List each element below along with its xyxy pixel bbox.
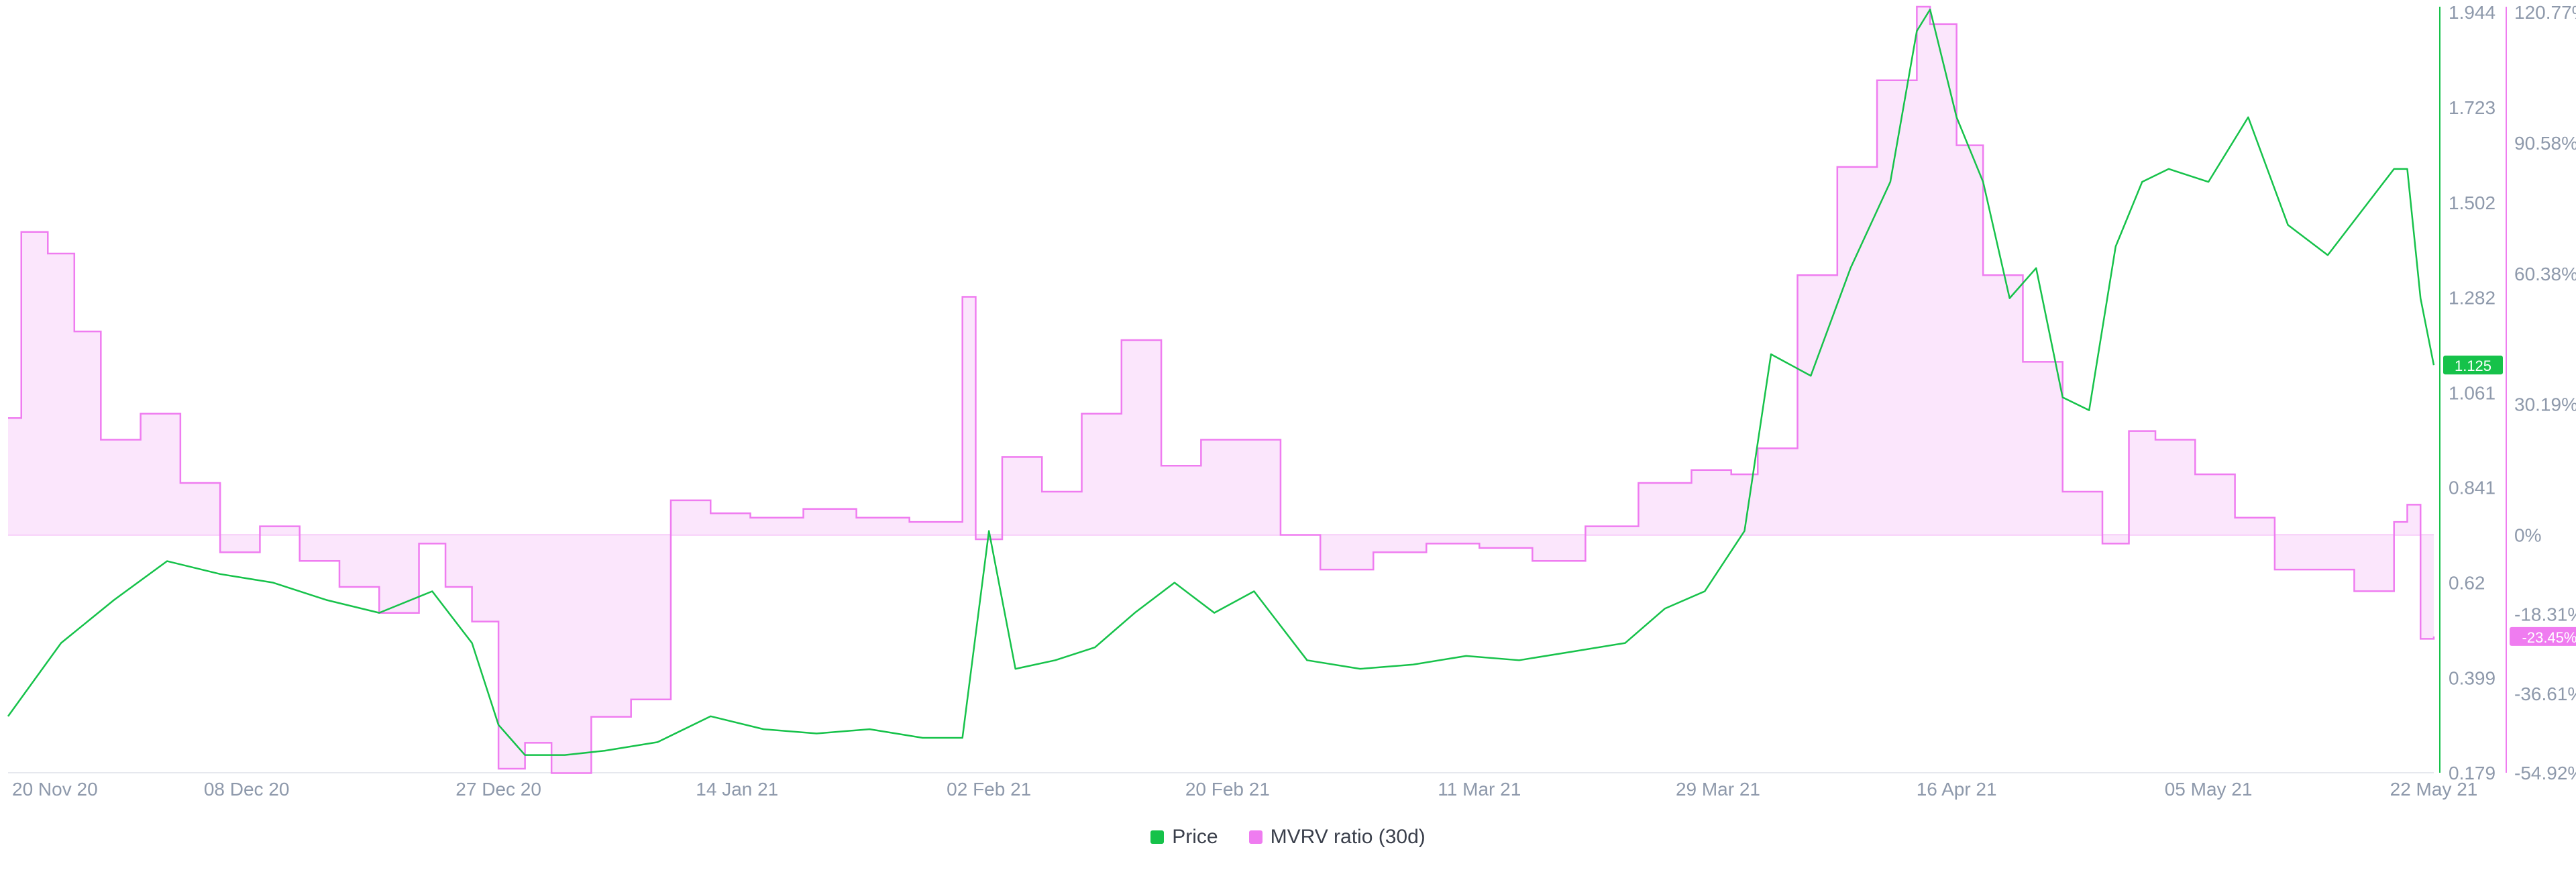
mvrv-line — [8, 5, 2435, 774]
mvrv-tick-label: -54.92% — [2514, 763, 2576, 783]
mvrv-tick-label: 90.58% — [2514, 133, 2576, 154]
x-tick-label: 02 Feb 21 — [947, 779, 1031, 800]
price-tick-label: 1.502 — [2449, 193, 2496, 213]
mvrv-last-value-badge-bg — [2510, 626, 2576, 646]
x-tick-label: 27 Dec 20 — [455, 779, 541, 800]
legend-item-mvrv[interactable]: MVRV ratio (30d) — [1248, 826, 1426, 849]
mvrv-tick-label: 120.77% — [2514, 2, 2576, 23]
x-tick-label: 29 Mar 21 — [1676, 779, 1760, 800]
mvrv-tick-label: 60.38% — [2514, 264, 2576, 284]
price-tick-label: 1.723 — [2449, 97, 2496, 118]
legend: Price MVRV ratio (30d) — [0, 822, 2576, 852]
mvrv-tick-label: 30.19% — [2514, 394, 2576, 415]
price-last-value-badge-bg — [2443, 356, 2503, 375]
price-tick-label: 0.179 — [2449, 763, 2496, 783]
mvrv-tick-label: -36.61% — [2514, 684, 2576, 704]
x-tick-label: 20 Feb 21 — [1185, 779, 1270, 800]
mvrv-last-value-badge-text: -23.45% — [2522, 629, 2576, 646]
legend-item-price[interactable]: Price — [1150, 826, 1218, 849]
legend-label-price: Price — [1172, 826, 1218, 848]
x-tick-label: 22 May 21 — [2390, 779, 2478, 800]
price-tick-label: 1.944 — [2449, 2, 2496, 23]
x-tick-label: 20 Nov 20 — [12, 779, 98, 800]
legend-swatch-mvrv — [1248, 830, 1263, 844]
price-tick-label: 1.061 — [2449, 382, 2496, 403]
chart-canvas: 1.944 1.723 1.502 1.282 1.061 0.841 0.62 0.399 0… — [7, 2, 2576, 800]
mvrv-tick-label: 0% — [2514, 525, 2541, 546]
x-tick-label: 08 Dec 20 — [204, 779, 290, 800]
x-tick-label: 14 Jan 21 — [696, 779, 778, 800]
price-tick-label: 0.399 — [2449, 668, 2496, 689]
mvrv-tick-label: -18.31% — [2514, 604, 2576, 625]
x-tick-label: 05 May 21 — [2165, 779, 2253, 800]
price-tick-label: 0.841 — [2449, 478, 2496, 498]
price-tick-label: 1.282 — [2449, 287, 2496, 308]
x-tick-label: 16 Apr 21 — [1917, 779, 1997, 800]
price-tick-label: 0.62 — [2449, 573, 2485, 594]
price-line — [7, 8, 2435, 756]
x-tick-label: 11 Mar 21 — [1438, 779, 1521, 800]
legend-label-mvrv: MVRV ratio (30d) — [1270, 826, 1426, 848]
legend-swatch-price — [1150, 830, 1165, 844]
price-last-value-badge-text: 1.125 — [2455, 358, 2491, 374]
mvrv-area — [8, 7, 2434, 773]
